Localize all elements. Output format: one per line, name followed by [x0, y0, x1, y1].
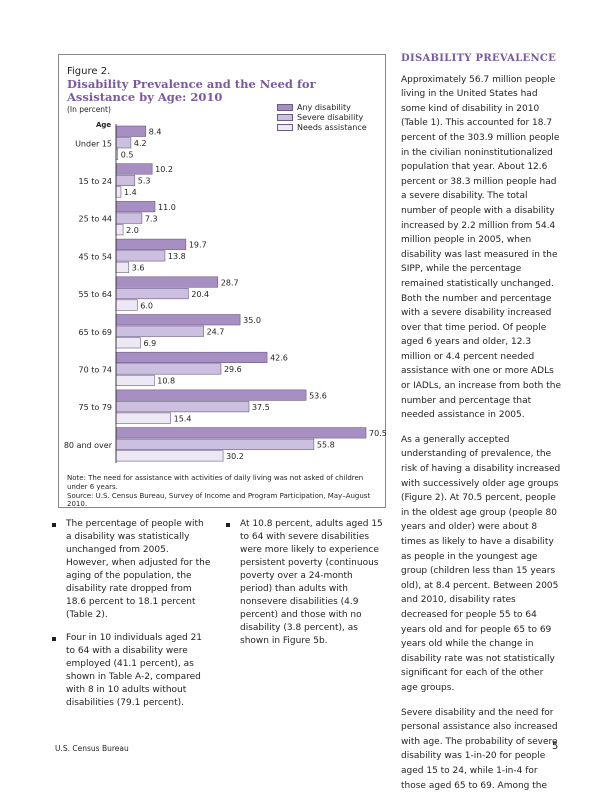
bar-65-to-69-2 — [115, 337, 141, 349]
bar-15-to-24-1 — [115, 174, 136, 186]
figure-units: (In percent) — [67, 105, 111, 114]
legend-item-needs: Needs assistance — [277, 122, 367, 132]
bar-value-label: 28.7 — [221, 278, 239, 287]
legend-item-severe: Severe disability — [277, 112, 367, 122]
bar-55-to-64-1 — [115, 287, 189, 300]
category-label: 70 to 74 — [79, 365, 112, 374]
bar-75-to-79-2 — [115, 412, 171, 424]
figure-title: Disability Prevalence and the Need for A… — [67, 77, 316, 104]
bar-value-label: 11.0 — [158, 203, 176, 212]
category-label: 65 to 69 — [79, 328, 112, 337]
bar-value-label: 42.6 — [270, 354, 288, 363]
bar-under-15-0 — [115, 125, 147, 137]
footer-agency: U.S. Census Bureau — [55, 744, 129, 753]
legend-label-severe: Severe disability — [297, 112, 364, 122]
bar-75-to-79-0 — [115, 389, 307, 401]
bar-65-to-69-1 — [115, 325, 204, 337]
bar-value-label: 55.8 — [317, 441, 335, 450]
bar-25-to-44-0 — [115, 201, 156, 213]
bar-value-label: 35.0 — [243, 316, 261, 325]
bar-value-label: 19.7 — [189, 241, 207, 250]
bar-55-to-64-2 — [115, 299, 138, 311]
bar-55-to-64-0 — [115, 276, 219, 288]
bar-value-label: 2.0 — [126, 226, 139, 235]
bar-value-label: 15.4 — [174, 414, 192, 423]
bar-15-to-24-0 — [115, 163, 153, 175]
bar-45-to-54-2 — [115, 261, 130, 273]
legend-swatch-severe — [277, 113, 293, 121]
bar-value-label: 29.6 — [224, 365, 242, 374]
bar-80-and-over-2 — [115, 450, 224, 462]
bar-value-label: 53.6 — [309, 391, 327, 400]
category-label: Under 15 — [75, 139, 112, 148]
age-axis-heading: Age — [96, 121, 112, 129]
bar-value-label: 6.9 — [143, 339, 156, 348]
bar-45-to-54-1 — [115, 250, 166, 262]
bullet-item: The percentage of people with a disabili… — [52, 518, 212, 622]
bar-70-to-74-1 — [115, 363, 222, 375]
legend-item-any: Any disability — [277, 102, 367, 112]
bar-value-label: 30.2 — [226, 452, 244, 461]
category-label: 75 to 79 — [79, 403, 112, 412]
bar-value-label: 6.0 — [140, 301, 153, 310]
bullet-list-mid: At 10.8 percent, adults aged 15 to 64 wi… — [226, 518, 386, 658]
bar-value-label: 1.4 — [124, 188, 137, 197]
bar-70-to-74-0 — [115, 351, 268, 364]
bar-value-label: 10.2 — [155, 165, 173, 174]
legend-label-any: Any disability — [297, 102, 351, 112]
figure-label: Figure 2. — [67, 66, 111, 77]
figure-note: Note: The need for assistance with activ… — [67, 474, 364, 491]
category-label: 55 to 64 — [79, 290, 112, 299]
bar-value-label: 0.5 — [121, 151, 134, 160]
section-heading: DISABILITY PREVALENCE — [401, 53, 557, 64]
bar-value-label: 8.4 — [149, 128, 162, 137]
bar-25-to-44-1 — [115, 212, 143, 224]
bar-15-to-24-2 — [115, 186, 122, 198]
bullet-item: At 10.8 percent, adults aged 15 to 64 wi… — [226, 518, 386, 648]
bar-45-to-54-0 — [115, 238, 187, 250]
bar-value-label: 20.4 — [191, 290, 209, 299]
category-label: 45 to 54 — [79, 252, 112, 261]
bar-value-label: 37.5 — [252, 403, 270, 412]
bar-65-to-69-0 — [115, 314, 241, 326]
bar-value-label: 4.2 — [134, 139, 147, 148]
bullet-item: Four in 10 individuals aged 21 to 64 wit… — [52, 632, 212, 710]
legend-swatch-needs — [277, 123, 293, 131]
bullet-list-left: The percentage of people with a disabili… — [52, 518, 212, 720]
figure-source: Source: U.S. Census Bureau, Survey of In… — [67, 492, 371, 508]
bar-25-to-44-2 — [115, 224, 124, 236]
bar-80-and-over-1 — [115, 438, 315, 450]
category-label: 25 to 44 — [79, 215, 112, 224]
category-label: 15 to 24 — [79, 177, 112, 186]
bar-value-label: 24.7 — [207, 328, 225, 337]
paragraph-3: Severe disability and the need for perso… — [401, 707, 558, 791]
bar-value-label: 70.5 — [369, 429, 387, 438]
paragraph-2: As a generally accepted understanding of… — [401, 434, 561, 693]
paragraph-1: Approximately 56.7 million people living… — [401, 74, 561, 421]
chart-legend: Any disability Severe disability Needs a… — [277, 102, 367, 132]
bar-value-label: 3.6 — [132, 264, 145, 273]
page-number: 5 — [552, 741, 559, 752]
bar-70-to-74-2 — [115, 374, 155, 387]
bar-value-label: 7.3 — [145, 214, 158, 223]
bar-80-and-over-0 — [115, 427, 367, 439]
bar-value-label: 13.8 — [168, 252, 186, 261]
bar-value-label: 10.8 — [157, 377, 175, 386]
legend-swatch-any — [277, 103, 293, 111]
bar-75-to-79-1 — [115, 401, 250, 413]
right-column: DISABILITY PREVALENCE Approximately 56.7… — [401, 52, 561, 803]
bar-value-label: 5.3 — [138, 177, 151, 186]
category-label: 80 and over — [64, 441, 113, 450]
bar-under-15-1 — [115, 137, 132, 149]
legend-label-needs: Needs assistance — [297, 122, 367, 132]
